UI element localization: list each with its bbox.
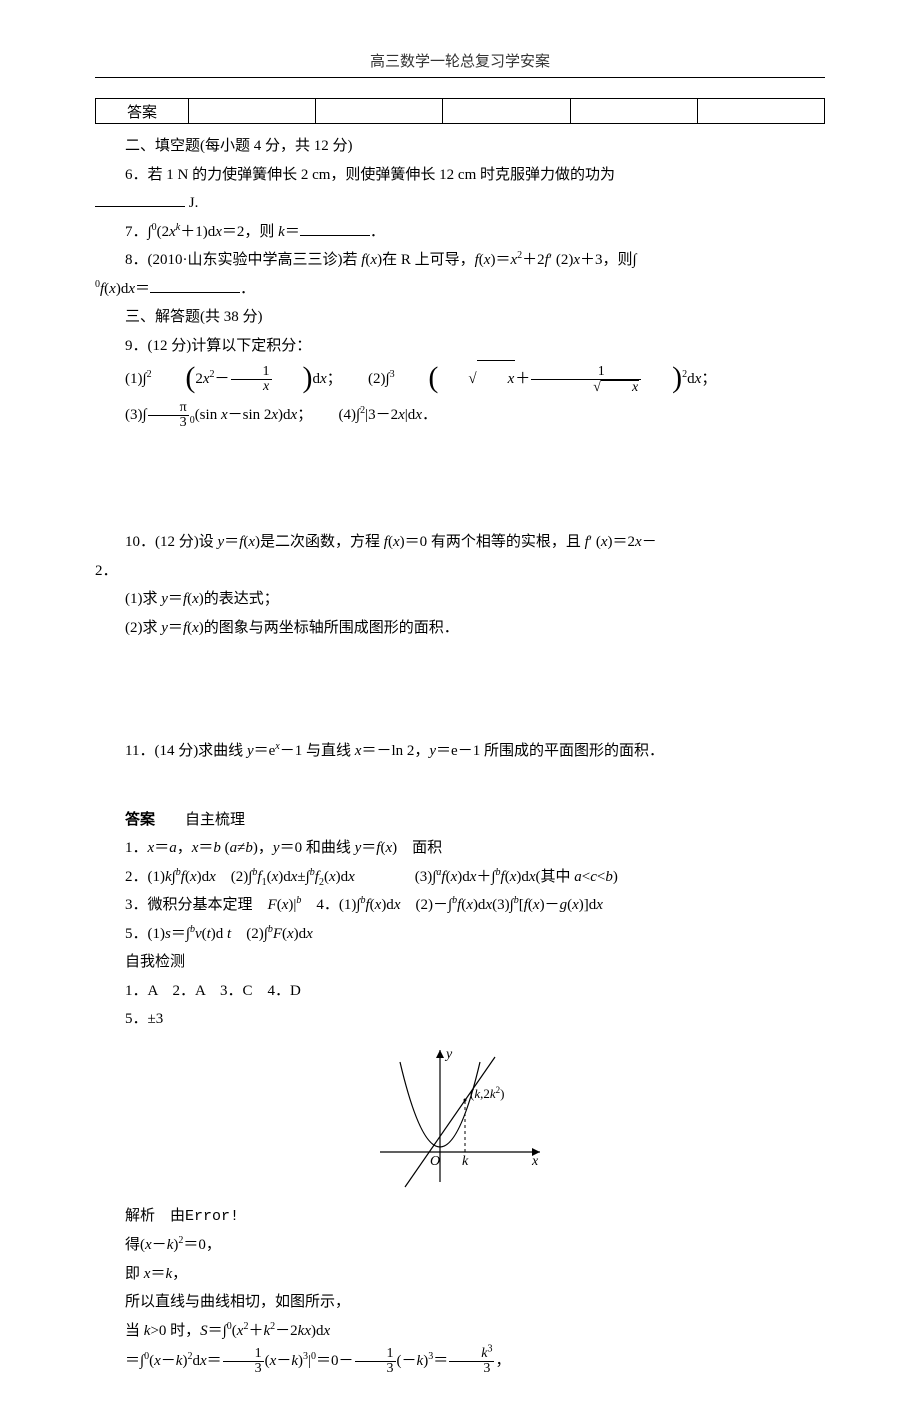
svg-text:k: k	[462, 1154, 469, 1169]
q7-pre: 7．∫	[125, 224, 152, 240]
tangent-graph: O k x y (k,2k2)	[370, 1042, 550, 1192]
sup: 3	[390, 369, 395, 380]
blank-cell	[570, 99, 697, 124]
q7: 7．∫0(2xk＋1)dx＝2，则 k＝．	[95, 218, 825, 247]
q6: 6．若 1 N 的力使弹簧伸长 2 cm，则使弹簧伸长 12 cm 时克服弹力做…	[95, 161, 825, 190]
q9-head: 9．(12 分)计算以下定积分：	[95, 332, 825, 361]
sup: 0	[311, 1351, 316, 1362]
frac-icon: 1x	[231, 365, 272, 394]
svg-text:x: x	[531, 1154, 539, 1169]
blank-cell	[316, 99, 443, 124]
ans-5: 5．(1)s＝∫bv(t)d t (2)∫bF(x)dx	[95, 920, 825, 949]
period: ．	[370, 224, 385, 240]
frac-icon: 13	[223, 1347, 264, 1376]
analysis-2: 得(x－k)2＝0，	[95, 1231, 825, 1260]
sup: 0	[227, 1321, 232, 1332]
blank-cell	[189, 99, 316, 124]
q9-line1: (1)∫2 (2x2－1x)dx； (2)∫3 (√x＋1√x)2dx；	[95, 360, 825, 397]
self-check-1: 1．A 2．A 3．C 4．D	[95, 977, 825, 1006]
q9-line2: (3)∫π30(sin x－sin 2x)dx； (4)∫2|3－2x|dx．	[95, 397, 825, 433]
frac-icon: π3	[148, 401, 189, 430]
svg-text:O: O	[430, 1154, 440, 1169]
q8-cont: 0f(x)dx＝．	[95, 275, 825, 304]
sup: 2	[147, 369, 152, 380]
q9-4-pre: (4)∫	[339, 407, 361, 423]
answers-heading: 答案 自主梳理	[95, 806, 825, 835]
analysis-1: 解析 由Error!	[95, 1202, 825, 1232]
error-text: Error!	[185, 1208, 239, 1225]
analysis-pre: 解析 由	[125, 1208, 185, 1224]
header-title: 高三数学一轮总复习学安案	[370, 54, 550, 70]
page-header: 高三数学一轮总复习学安案	[95, 50, 825, 78]
period: ．	[240, 281, 255, 297]
blank	[95, 193, 185, 208]
page: 高三数学一轮总复习学安案 答案 二、填空题(每小题 4 分，共 12 分) 6．…	[0, 0, 920, 1418]
analysis-3: 即 x＝k，	[95, 1260, 825, 1289]
q9-2-pre: (2)∫	[368, 371, 390, 387]
ans-3: 3．微积分基本定理 F(x)|b 4．(1)∫bf(x)dx (2)－∫bf(x…	[95, 891, 825, 920]
answer-table: 答案	[95, 98, 825, 124]
frac-icon: 1√x	[531, 365, 641, 395]
sup: 0	[144, 1351, 149, 1362]
q10-1: (1)求 y＝f(x)的表达式；	[95, 585, 825, 614]
q6-blank-line: J.	[95, 189, 825, 218]
answer-label-cell: 答案	[96, 99, 189, 124]
sqrt-icon: √x	[438, 360, 515, 397]
fill-title: 二、填空题(每小题 4 分，共 12 分)	[95, 132, 825, 161]
content: 二、填空题(每小题 4 分，共 12 分) 6．若 1 N 的力使弹簧伸长 2 …	[95, 132, 825, 1378]
q6-text: 6．若 1 N 的力使弹簧伸长 2 cm，则使弹簧伸长 12 cm 时克服弹力做…	[125, 167, 615, 183]
q6-unit: J.	[185, 195, 198, 211]
solve-title: 三、解答题(共 38 分)	[95, 303, 825, 332]
blank-cell	[443, 99, 570, 124]
analysis-6: ＝∫0(x－k)2dx＝13(x－k)3|0＝0－13(－k)3＝k33，	[95, 1345, 825, 1378]
frac-icon: k33	[449, 1347, 494, 1376]
q10-2: (2)求 y＝f(x)的图象与两坐标轴所围成图形的面积．	[95, 614, 825, 643]
ans-1: 1．x＝a，x＝b (a≠b)，y＝0 和曲线 y＝f(x) 面积	[95, 834, 825, 863]
ans-2: 2．(1)k∫bf(x)dx (2)∫bf1(x)dx±∫bf2(x)dx (3…	[95, 863, 825, 892]
q9-1-pre: (1)∫	[125, 371, 147, 387]
answers-rest: 自主梳理	[155, 812, 245, 828]
q10-head: 10．(12 分)设 y＝f(x)是二次函数，方程 f(x)＝0 有两个相等的实…	[95, 528, 825, 557]
blank	[300, 221, 370, 236]
answers-bold: 答案	[125, 812, 155, 828]
frac-icon: 13	[355, 1347, 396, 1376]
q10-tail: 2．	[95, 557, 825, 586]
q11: 11．(14 分)求曲线 y＝ex－1 与直线 x＝－ln 2，y＝e－1 所围…	[95, 737, 825, 766]
q9-3-pre: (3)∫	[125, 407, 147, 423]
svg-text:y: y	[444, 1047, 453, 1062]
self-check-5: 5．±3	[95, 1005, 825, 1034]
self-label: 自我检测	[95, 948, 825, 977]
blank	[150, 278, 240, 293]
analysis-5: 当 k>0 时，S＝∫0(x2＋k2－2kx)dx	[95, 1317, 825, 1346]
analysis-4: 所以直线与曲线相切，如图所示，	[95, 1288, 825, 1317]
blank-cell	[697, 99, 824, 124]
q8: 8．(2010·山东实验中学高三三诊)若 f(x)在 R 上可导，f(x)＝x2…	[95, 246, 825, 275]
svg-text:(k,2k2): (k,2k2)	[470, 1085, 505, 1101]
